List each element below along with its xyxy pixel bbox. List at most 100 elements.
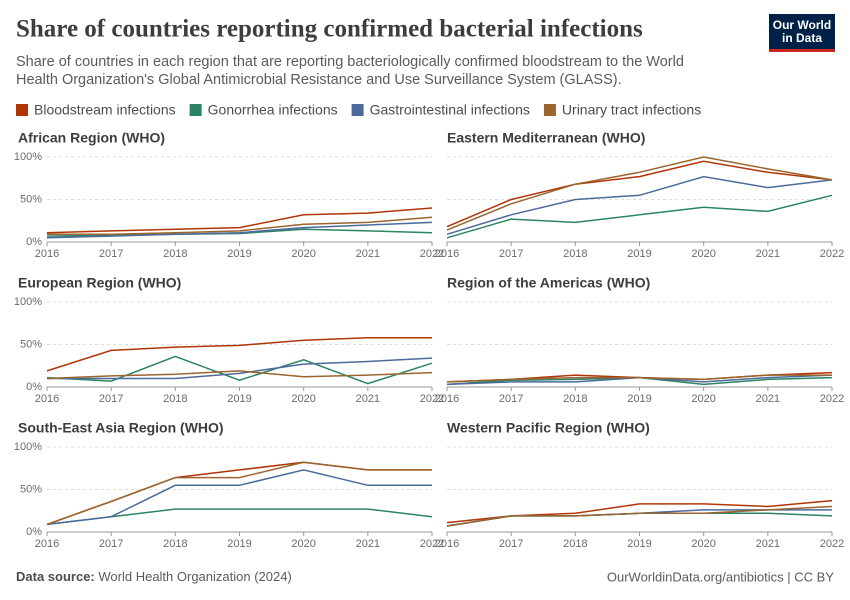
y-tick-label: 0% [26, 236, 42, 248]
series-line [46, 370, 433, 380]
legend-item[interactable]: Urinary tract infections [543, 102, 701, 118]
x-tick-label: 2016 [35, 248, 59, 260]
x-tick-label: 2022 [820, 248, 844, 260]
x-tick-label: 2022 [820, 393, 844, 405]
x-tick-label: 2016 [435, 248, 459, 260]
panel-title: African Region (WHO) [18, 130, 165, 146]
x-tick-label: 2022 [820, 538, 844, 550]
x-tick-label: 2017 [499, 393, 523, 405]
panel-title: Eastern Mediterranean (WHO) [447, 130, 645, 146]
y-tick-label: 50% [20, 483, 42, 495]
legend-label: Urinary tract infections [562, 102, 701, 118]
subtitle: Health Organization's Global Antimicrobi… [16, 72, 622, 88]
panel-title: Western Pacific Region (WHO) [447, 420, 650, 436]
x-tick-label: 2019 [627, 393, 651, 405]
credit[interactable]: OurWorldinData.org/antibiotics | CC BY [607, 569, 834, 584]
series-line [446, 160, 833, 228]
legend-label: Bloodstream infections [34, 102, 176, 118]
logo[interactable]: Our World in Data [769, 14, 835, 52]
series-line [446, 512, 833, 527]
y-tick-label: 100% [14, 296, 42, 308]
y-tick-label: 50% [20, 338, 42, 350]
y-tick-label: 0% [26, 526, 42, 538]
legend-swatch [16, 104, 28, 116]
legend-swatch [543, 104, 556, 116]
x-tick-label: 2022 [420, 393, 444, 405]
x-tick-label: 2016 [435, 393, 459, 405]
y-tick-label: 50% [20, 193, 42, 205]
source-text: World Health Organization (2024) [98, 569, 291, 584]
x-tick-label: 2020 [691, 538, 715, 550]
legend-label: Gonorrhea infections [208, 102, 338, 118]
x-tick-label: 2021 [356, 248, 380, 260]
logo-bar [769, 49, 835, 52]
series-line [446, 376, 833, 386]
legend-swatch [189, 104, 202, 116]
x-tick-label: 2020 [691, 393, 715, 405]
series-line [46, 461, 432, 526]
x-tick-label: 2020 [691, 248, 715, 260]
x-tick-label: 2018 [563, 248, 587, 260]
logo-text: in Data [782, 31, 822, 45]
x-tick-label: 2021 [356, 393, 380, 405]
x-tick-label: 2016 [35, 538, 59, 550]
x-tick-label: 2022 [420, 538, 444, 550]
x-tick-label: 2019 [627, 538, 651, 550]
series-line [46, 207, 433, 234]
legend-item[interactable]: Gonorrhea infections [189, 102, 338, 118]
series-line [46, 336, 432, 372]
y-tick-label: 100% [14, 151, 42, 163]
x-tick-label: 2018 [563, 538, 587, 550]
series-line [47, 357, 433, 380]
panel-title: South-East Asia Region (WHO) [18, 420, 224, 436]
source-label: Data source: [16, 569, 95, 584]
series-line [446, 499, 833, 524]
logo-box [769, 14, 835, 52]
x-tick-label: 2019 [227, 393, 251, 405]
x-tick-label: 2021 [756, 538, 780, 550]
x-tick-label: 2021 [356, 538, 380, 550]
x-tick-label: 2020 [291, 538, 315, 550]
page-title: Share of countries reporting confirmed b… [16, 16, 643, 43]
y-tick-label: 0% [26, 381, 42, 393]
series-line [446, 505, 833, 527]
series-line [446, 194, 833, 239]
x-tick-label: 2017 [499, 538, 523, 550]
x-tick-label: 2017 [99, 248, 123, 260]
logo-text: Our World [773, 18, 831, 32]
panel-title: European Region (WHO) [18, 275, 181, 291]
x-tick-label: 2018 [163, 248, 187, 260]
series-line [446, 175, 833, 236]
x-tick-label: 2018 [163, 393, 187, 405]
series-line [46, 221, 433, 239]
series-line [446, 156, 833, 231]
series-line [47, 216, 433, 236]
y-tick-label: 100% [14, 441, 42, 453]
source: Data source: World Health Organization (… [16, 569, 292, 584]
x-tick-label: 2021 [756, 248, 780, 260]
subtitle: Share of countries in each region that a… [16, 54, 684, 70]
x-tick-label: 2018 [163, 538, 187, 550]
x-tick-label: 2020 [291, 248, 315, 260]
x-tick-label: 2016 [435, 538, 459, 550]
legend-label: Gastrointestinal infections [370, 102, 530, 118]
x-tick-label: 2017 [499, 248, 523, 260]
legend-item[interactable]: Bloodstream infections [16, 102, 176, 118]
series-line [46, 355, 433, 385]
series-line [446, 509, 832, 527]
x-tick-label: 2017 [99, 538, 123, 550]
series-line [46, 469, 432, 526]
legend-item[interactable]: Gastrointestinal infections [351, 102, 530, 118]
series-line [446, 374, 832, 383]
x-tick-label: 2022 [420, 248, 444, 260]
x-tick-label: 2016 [35, 393, 59, 405]
series-line [46, 228, 433, 237]
panel-title: Region of the Americas (WHO) [447, 275, 650, 291]
x-tick-label: 2020 [291, 393, 315, 405]
x-tick-label: 2017 [99, 393, 123, 405]
x-tick-label: 2019 [227, 248, 251, 260]
x-tick-label: 2018 [563, 393, 587, 405]
x-tick-label: 2021 [756, 393, 780, 405]
x-tick-label: 2019 [627, 248, 651, 260]
